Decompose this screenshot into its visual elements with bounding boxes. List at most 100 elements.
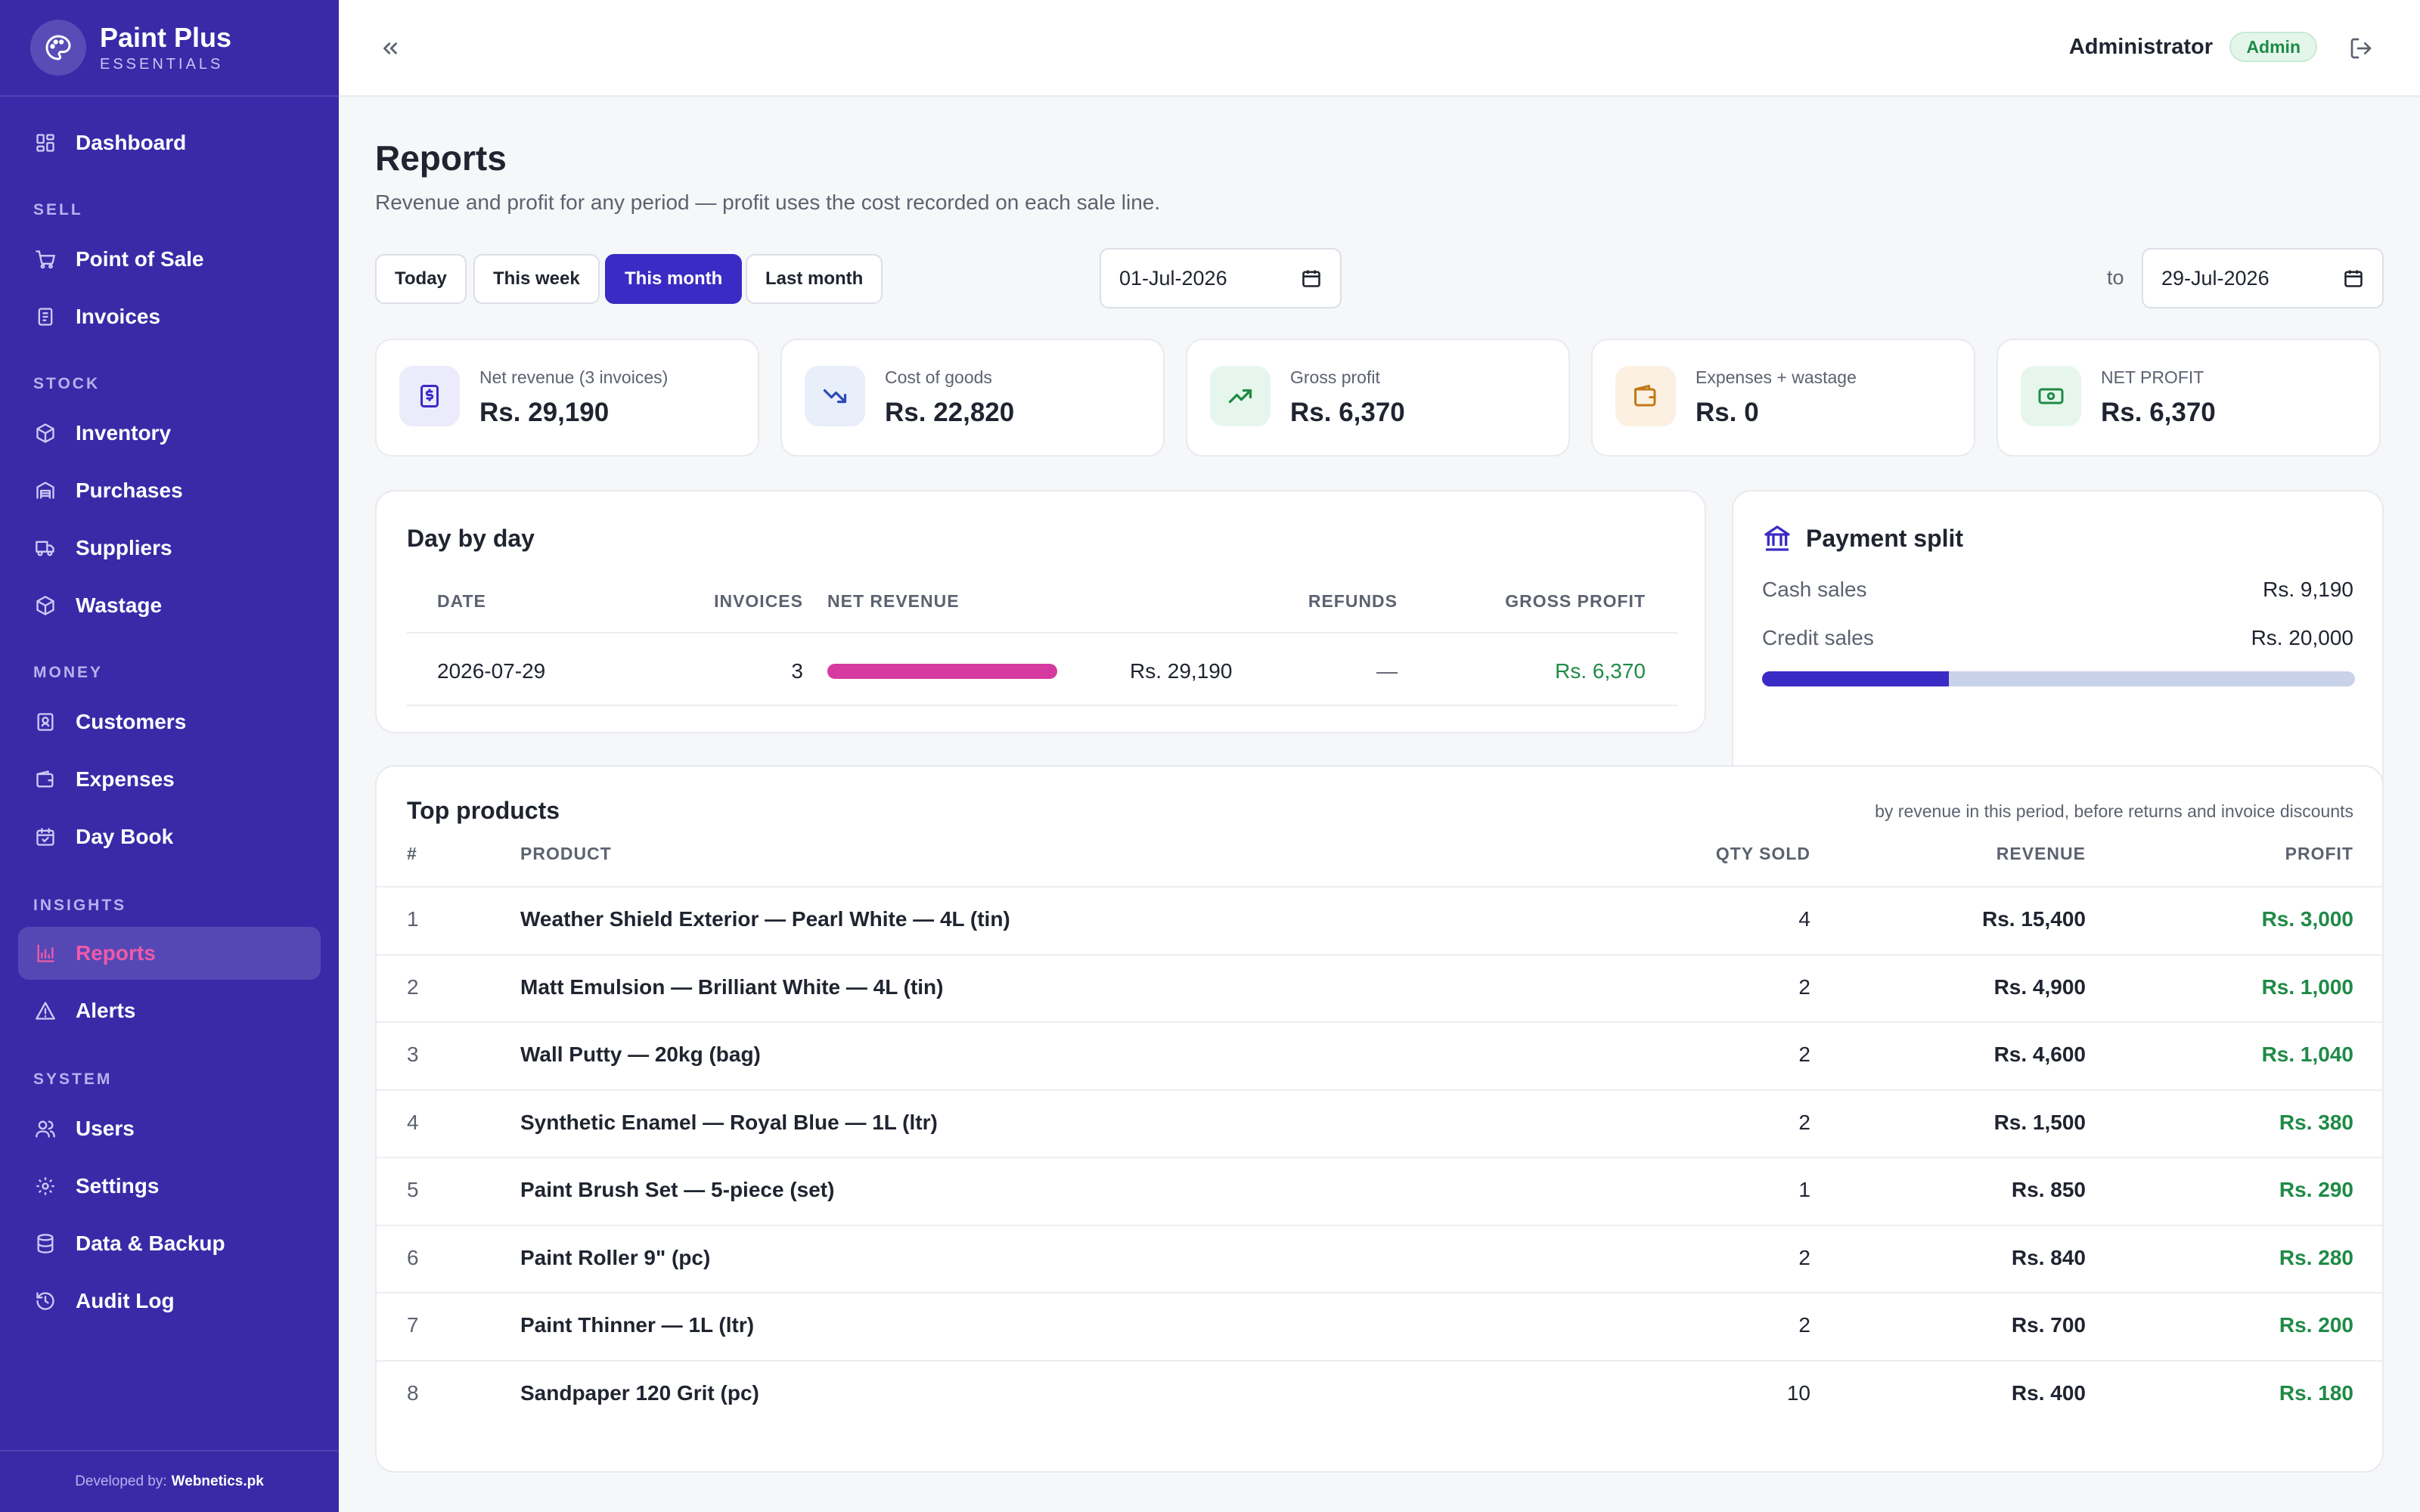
header-divider: [407, 632, 1677, 634]
brand-subtitle: ESSENTIALS: [100, 56, 224, 73]
range-today-button[interactable]: Today: [375, 254, 467, 304]
range-this-week-button[interactable]: This week: [473, 254, 600, 304]
sidebar-item-wastage[interactable]: Wastage: [18, 579, 321, 632]
row-qty: 2: [1798, 974, 1810, 999]
nav-section-money: MONEY: [33, 664, 104, 681]
column-header-invoices: INVOICES: [714, 591, 803, 611]
nav-section-system: SYSTEM: [33, 1070, 113, 1088]
sidebar-item-label: Reports: [76, 941, 156, 965]
row-number: 6: [407, 1245, 419, 1269]
panel-title: Day by day: [407, 525, 535, 552]
sidebar-item-alerts[interactable]: Alerts: [18, 984, 321, 1037]
history-icon: [33, 1289, 57, 1313]
cash-share-bar: [1762, 671, 1949, 686]
logout-button[interactable]: [2344, 32, 2378, 65]
row-revenue: Rs. 15,400: [1982, 907, 2086, 931]
column-header-refunds: REFUNDS: [1308, 591, 1398, 611]
column-header-revenue: REVENUE: [1996, 844, 2086, 863]
credit-link[interactable]: Webnetics.pk: [171, 1473, 264, 1489]
row-divider: [407, 705, 1677, 706]
credit-sales-value: Rs. 20,000: [2251, 626, 2353, 649]
log-out-icon: [2350, 38, 2372, 59]
contact-icon: [33, 710, 57, 734]
stat-label: Net revenue (3 invoices): [479, 367, 669, 387]
row-divider: [377, 1089, 2382, 1091]
row-divider: [377, 1021, 2382, 1023]
trending-up-icon: [1210, 366, 1270, 426]
calendar-check-icon: [33, 825, 57, 849]
row-product: Sandpaper 120 Grit (pc): [520, 1380, 759, 1405]
row-profit: Rs. 280: [2279, 1245, 2353, 1269]
range-last-month-button[interactable]: Last month: [746, 254, 883, 304]
row-revenue: Rs. 4,900: [1993, 974, 2086, 999]
row-number: 4: [407, 1110, 419, 1134]
page-subtitle: Revenue and profit for any period — prof…: [375, 191, 1161, 214]
sidebar-item-daybook[interactable]: Day Book: [18, 810, 321, 863]
stat-value: Rs. 22,820: [885, 398, 1015, 427]
credit-prefix: Developed by:: [75, 1473, 167, 1489]
date-from-input[interactable]: 01-Jul-2026: [1100, 248, 1342, 308]
range-this-month-button[interactable]: This month: [605, 254, 743, 304]
row-profit: Rs. 180: [2279, 1380, 2353, 1405]
sidebar-item-invoices[interactable]: Invoices: [18, 290, 321, 343]
sidebar-item-dashboard[interactable]: Dashboard: [18, 116, 321, 169]
row-qty: 2: [1798, 1245, 1810, 1269]
developer-credit: Developed by: Webnetics.pk: [0, 1450, 339, 1512]
sidebar-item-label: Point of Sale: [76, 247, 204, 271]
users-icon: [33, 1117, 57, 1141]
row-profit: Rs. 1,040: [2261, 1043, 2353, 1066]
row-qty: 1: [1798, 1178, 1810, 1201]
column-header-date: DATE: [437, 591, 486, 611]
package-icon: [33, 421, 57, 445]
sidebar-divider: [0, 95, 339, 97]
row-profit: Rs. 1,000: [2261, 974, 2353, 999]
row-number: 8: [407, 1380, 419, 1405]
stat-label: Expenses + wastage: [1696, 367, 1857, 387]
collapse-sidebar-button[interactable]: [372, 30, 408, 67]
stat-label: Gross profit: [1290, 367, 1380, 387]
gear-icon: [33, 1174, 57, 1198]
brand-name: Paint Plus: [100, 22, 232, 53]
sidebar-item-label: Expenses: [76, 767, 175, 791]
sidebar-item-audit-log[interactable]: Audit Log: [18, 1275, 321, 1328]
row-profit: Rs. 3,000: [2261, 907, 2353, 931]
column-header-net-revenue: NET REVENUE: [827, 591, 960, 611]
sidebar-item-suppliers[interactable]: Suppliers: [18, 522, 321, 575]
sidebar-item-expenses[interactable]: Expenses: [18, 753, 321, 806]
sidebar-item-settings[interactable]: Settings: [18, 1160, 321, 1213]
sidebar-item-label: Suppliers: [76, 536, 172, 559]
column-header-product: PRODUCT: [520, 844, 612, 863]
sidebar-item-users[interactable]: Users: [18, 1102, 321, 1155]
file-text-icon: [33, 305, 57, 329]
column-header-number: #: [407, 844, 417, 863]
palette-icon: [30, 20, 86, 76]
sidebar-item-pos[interactable]: Point of Sale: [18, 233, 321, 286]
sidebar-item-label: Purchases: [76, 479, 183, 502]
sidebar: Paint Plus ESSENTIALS Dashboard SELL Poi…: [0, 0, 339, 1512]
sidebar-item-customers[interactable]: Customers: [18, 696, 321, 748]
sidebar-item-purchases[interactable]: Purchases: [18, 464, 321, 517]
row-number: 2: [407, 974, 419, 999]
payment-split-panel: Payment split Cash sales Rs. 9,190 Credi…: [1732, 490, 2384, 813]
sidebar-item-reports[interactable]: Reports: [18, 927, 321, 980]
sidebar-item-label: Day Book: [76, 825, 174, 848]
sidebar-item-label: Alerts: [76, 999, 136, 1022]
sidebar-item-data-backup[interactable]: Data & Backup: [18, 1217, 321, 1270]
cash-sales-label: Cash sales: [1762, 578, 1867, 601]
stat-card-net-revenue: Net revenue (3 invoices) Rs. 29,190: [375, 339, 759, 457]
date-to-input[interactable]: 29-Jul-2026: [2142, 248, 2384, 308]
receipt-icon: [399, 366, 460, 426]
row-revenue: Rs. 29,190: [1130, 659, 1233, 683]
row-divider: [377, 1157, 2382, 1158]
nav-section-insights: INSIGHTS: [33, 897, 127, 914]
bar-chart-icon: [33, 941, 57, 965]
row-qty: 2: [1798, 1313, 1810, 1337]
revenue-bar-track: [827, 664, 1057, 679]
row-revenue: Rs. 1,500: [1993, 1110, 2086, 1134]
alert-triangle-icon: [33, 999, 57, 1023]
sidebar-item-inventory[interactable]: Inventory: [18, 407, 321, 460]
date-from-value: 01-Jul-2026: [1119, 266, 1227, 290]
sidebar-item-label: Audit Log: [76, 1289, 175, 1312]
payment-split-bar: [1762, 671, 2355, 686]
date-to-value: 29-Jul-2026: [2161, 266, 2270, 290]
